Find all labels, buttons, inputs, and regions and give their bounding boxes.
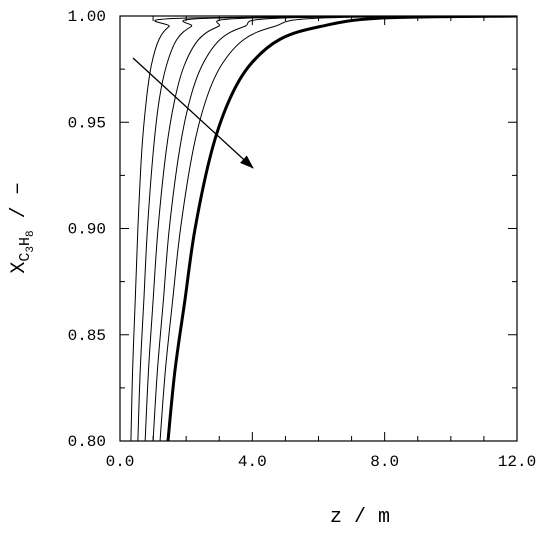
- x-tick-label: 8.0: [370, 453, 399, 471]
- y-tick-label: 0.95: [68, 114, 106, 132]
- line-series: [130, 16, 517, 441]
- line-series: [137, 16, 517, 441]
- y-title-unit: / −: [8, 182, 31, 218]
- y-title-sub: 8: [25, 230, 37, 237]
- y-tick-label: 0.85: [68, 327, 106, 345]
- y-axis-title: XC3H8 / −: [8, 182, 37, 273]
- y-title-sub: 3: [25, 246, 37, 253]
- x-tick-label: 4.0: [238, 453, 267, 471]
- y-tick-label: 0.90: [68, 221, 106, 239]
- line-series: [159, 16, 517, 441]
- y-tick-label: 0.80: [68, 433, 106, 451]
- x-axis-title: z / m: [330, 506, 390, 529]
- y-tick-label: 1.00: [68, 8, 106, 26]
- x-tick-label: 0.0: [106, 453, 135, 471]
- x-tick-label: 12.0: [498, 453, 536, 471]
- plot-area: [130, 16, 517, 441]
- y-title-symbol: X: [8, 262, 31, 274]
- line-series: [152, 16, 517, 441]
- trend-arrow: [132, 57, 254, 169]
- line-series: [144, 16, 517, 441]
- y-title-sub: C: [17, 253, 34, 262]
- y-title-sub: H: [17, 237, 34, 246]
- line-series: [166, 16, 517, 441]
